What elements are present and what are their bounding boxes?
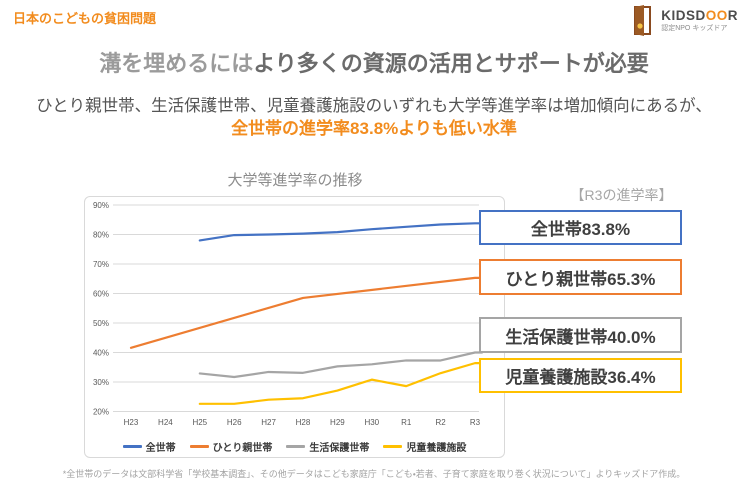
legend-swatch [189, 445, 209, 448]
legend-swatch [383, 445, 403, 448]
subtitle-line2-highlight: 全世帯の進学率83.8%よりも低い水準 [231, 119, 517, 138]
x-tick-label: H27 [261, 418, 276, 427]
y-tick-label: 40% [93, 348, 109, 357]
series-line-ひとり親世帯 [129, 276, 484, 349]
y-tick-label: 50% [93, 319, 109, 328]
series-line-生活保護世帯 [198, 351, 484, 379]
rate-box: 生活保護世帯40.0% [479, 317, 682, 353]
line-chart: 90% 80% 70% 60% 50% 40% 30% 20% H23 H24 H25 H26 H27 H… [84, 196, 505, 458]
y-tick-label: 60% [93, 289, 109, 298]
legend-item: 生活保護世帯 [286, 439, 369, 454]
chart-legend: 全世帯 ひとり親世帯 生活保護世帯 児童養護施設 [85, 439, 504, 454]
legend-label: 児童養護施設 [406, 443, 467, 454]
x-tick-label: R3 [470, 418, 481, 427]
x-tick-label: H23 [124, 418, 139, 427]
x-tick-label: H30 [364, 418, 379, 427]
legend-swatch [286, 445, 306, 448]
legend-item: 児童養護施設 [383, 439, 466, 454]
kidsdoor-logo-subtext: 認定NPO キッズドア [661, 24, 728, 32]
kidsdoor-logo: KIDSDOOR 認定NPO キッズドア [629, 5, 738, 36]
x-tick-label: H28 [296, 418, 311, 427]
legend-label: 全世帯 [145, 443, 176, 454]
legend-label: ひとり親世帯 [212, 443, 273, 454]
legend-item: 全世帯 [122, 439, 176, 454]
rate-box: ひとり親世帯65.3% [479, 259, 682, 295]
y-tick-label: 30% [93, 378, 109, 387]
kidsdoor-logo-text: KIDSDOOR 認定NPO キッズドア [661, 7, 738, 33]
rate-boxes: 全世帯83.8% ひとり親世帯65.3% 生活保護世帯40.0% 児童養護施設36.4… [479, 210, 682, 393]
chart-title: 大学等進学率の推移 [227, 172, 363, 189]
kidsdoor-door-icon [634, 5, 652, 36]
page-title-light: 溝を埋めるには [99, 51, 254, 76]
x-tick-label: H26 [227, 418, 242, 427]
x-tick-label: H24 [158, 418, 173, 427]
legend-swatch [122, 445, 142, 448]
subtitle-line1: ひとり親世帯、生活保護世帯、児童養護施設のいずれも大学等進学率は増加傾向にあるが… [36, 97, 712, 115]
rate-box: 児童養護施設36.4% [479, 358, 682, 393]
series-line-全世帯 [198, 222, 484, 242]
x-tick-label: H25 [192, 418, 207, 427]
x-tick-label: H29 [330, 418, 345, 427]
line-chart-plot: 90% 80% 70% 60% 50% 40% 30% 20% H23 H24 H25 H26 H27 H… [93, 201, 484, 427]
annotation-title: 【R3の進学率】 [570, 187, 673, 203]
y-tick-label: 80% [93, 230, 109, 239]
page-kicker: 日本のこどもの貧困問題 [13, 11, 157, 26]
source-note: *全世帯のデータは文部科学省「学校基本調査」、その他データはこども家庭庁「こども… [62, 469, 686, 479]
page-title: 溝を埋めるにはより多くの資源の活用とサポートが必要 [0, 46, 748, 78]
y-tick-label: 90% [93, 201, 109, 210]
y-tick-label: 20% [93, 407, 109, 416]
x-tick-label: R2 [435, 418, 446, 427]
x-tick-label: R1 [401, 418, 412, 427]
series-line-児童養護施設 [198, 362, 484, 405]
legend-item: ひとり親世帯 [189, 439, 273, 454]
y-tick-label: 70% [93, 260, 109, 269]
rate-box: 全世帯83.8% [479, 210, 682, 245]
page-title-strong: より多くの資源の活用とサポートが必要 [253, 51, 649, 76]
legend-label: 生活保護世帯 [309, 443, 370, 454]
kidsdoor-logo-name: KIDSDOOR [661, 7, 738, 23]
